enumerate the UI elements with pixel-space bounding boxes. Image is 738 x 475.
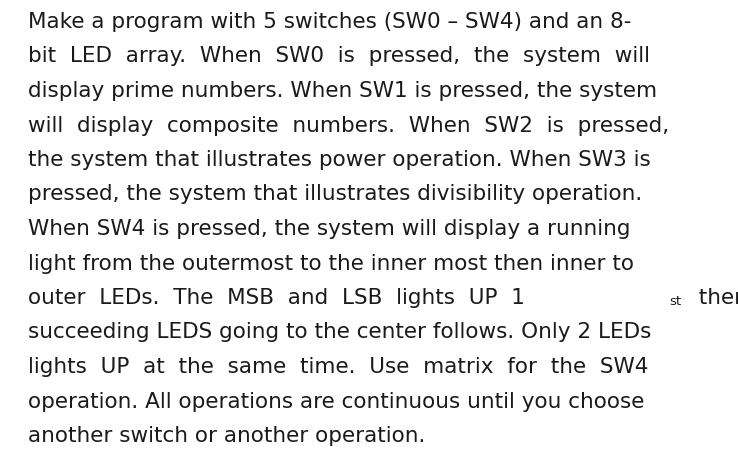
- Text: then  the: then the: [685, 288, 738, 308]
- Text: When SW4 is pressed, the system will display a running: When SW4 is pressed, the system will dis…: [28, 219, 630, 239]
- Text: light from the outermost to the inner most then inner to: light from the outermost to the inner mo…: [28, 254, 634, 274]
- Text: another switch or another operation.: another switch or another operation.: [28, 426, 425, 446]
- Text: display prime numbers. When SW1 is pressed, the system: display prime numbers. When SW1 is press…: [28, 81, 657, 101]
- Text: Make a program with 5 switches (SW0 – SW4) and an 8-: Make a program with 5 switches (SW0 – SW…: [28, 12, 632, 32]
- Text: will  display  composite  numbers.  When  SW2  is  pressed,: will display composite numbers. When SW2…: [28, 115, 669, 135]
- Text: bit  LED  array.  When  SW0  is  pressed,  the  system  will: bit LED array. When SW0 is pressed, the …: [28, 47, 650, 66]
- Text: lights  UP  at  the  same  time.  Use  matrix  for  the  SW4: lights UP at the same time. Use matrix f…: [28, 357, 649, 377]
- Text: outer  LEDs.  The  MSB  and  LSB  lights  UP  1: outer LEDs. The MSB and LSB lights UP 1: [28, 288, 525, 308]
- Text: succeeding LEDS going to the center follows. Only 2 LEDs: succeeding LEDS going to the center foll…: [28, 323, 652, 342]
- Text: the system that illustrates power operation. When SW3 is: the system that illustrates power operat…: [28, 150, 651, 170]
- Text: operation. All operations are continuous until you choose: operation. All operations are continuous…: [28, 391, 644, 411]
- Text: pressed, the system that illustrates divisibility operation.: pressed, the system that illustrates div…: [28, 184, 642, 205]
- Text: st: st: [669, 294, 681, 307]
